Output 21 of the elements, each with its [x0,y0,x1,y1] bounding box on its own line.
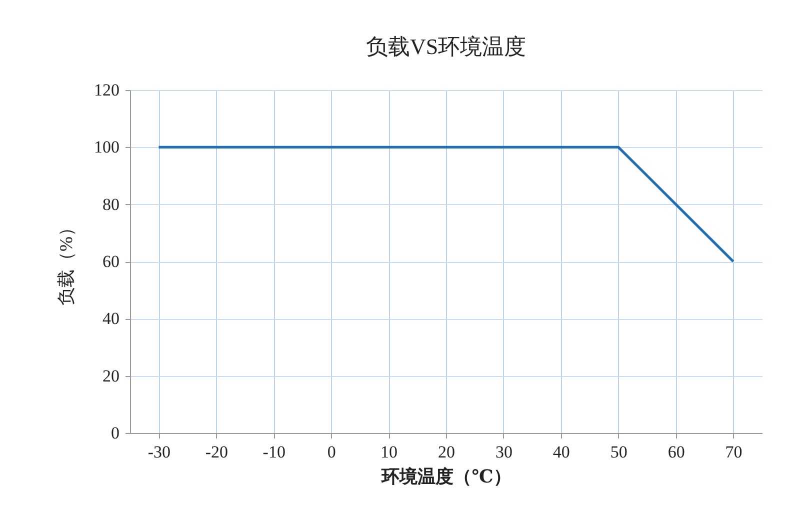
x-tick-label: 20 [438,442,455,462]
x-tick-label: 60 [668,442,685,462]
x-tick-label: 10 [380,442,398,462]
y-tick-label: 40 [102,309,120,328]
x-tick-label: 30 [495,442,512,462]
x-tick-label: -20 [205,442,228,462]
y-tick-label: 0 [111,424,120,442]
x-tick-label: 50 [610,442,628,462]
x-tick-label: -30 [148,442,171,462]
y-tick-label: 60 [102,252,120,271]
y-tick-label: 120 [94,80,120,100]
y-tick-label: 20 [102,366,120,386]
x-axis-title: 环境温度（℃） [380,466,512,486]
chart-title: 负载VS环境温度 [366,34,526,59]
x-tick-label: 70 [725,442,742,462]
y-tick-label: 100 [94,138,120,157]
x-tick-label: 0 [327,442,336,462]
x-tick-label: 40 [552,442,570,462]
x-tick-label: -10 [262,442,286,462]
y-axis-title: 负载（%） [56,218,76,306]
y-tick-label: 80 [102,194,120,214]
